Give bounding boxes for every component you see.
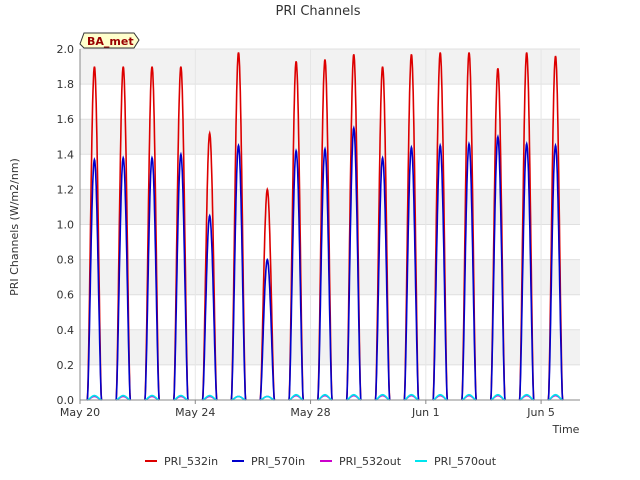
y-tick-label: 1.0 [57, 219, 75, 232]
series-line-pri_570out [87, 393, 563, 401]
x-tick-label: Jun 1 [411, 406, 440, 419]
x-axis-label: Time [552, 423, 580, 436]
site-badge-box [79, 32, 140, 49]
background-band [80, 189, 580, 225]
y-tick-label: 1.6 [57, 113, 75, 126]
y-tick-label: 0.6 [57, 289, 75, 302]
series-lines [86, 52, 564, 401]
y-tick-labels: 0.0 0.2 0.4 0.6 0.8 1.0 1.2 1.4 1.6 1.8 2.0 [57, 43, 75, 407]
axes [79, 49, 580, 404]
x-tick-label: Jun 5 [526, 406, 555, 419]
legend-label: PRI_532out [339, 455, 402, 468]
y-tick-label: 1.8 [57, 78, 75, 91]
y-tick-label: 0.4 [57, 324, 75, 337]
series-line-pri_570in [86, 125, 564, 401]
legend: PRI_532in PRI_570in PRI_532out PRI_570out [145, 455, 497, 468]
legend-label: PRI_570in [251, 455, 305, 468]
background-band [80, 49, 580, 85]
y-tick-label: 2.0 [57, 43, 75, 56]
y-tick-label: 0.2 [57, 359, 75, 372]
legend-label: PRI_532in [164, 455, 218, 468]
y-tick-label: 0.0 [57, 394, 75, 407]
x-tick-label: May 20 [60, 406, 100, 419]
x-tick-label: May 28 [290, 406, 330, 419]
legend-item-pri_532out: PRI_532out [320, 455, 402, 468]
site-badge-label: BA_met [87, 35, 134, 48]
y-tick-label: 1.2 [57, 183, 75, 196]
legend-label: PRI_570out [434, 455, 497, 468]
series-line-pri_532in [86, 52, 564, 401]
chart-title: PRI Channels [276, 4, 361, 19]
y-tick-label: 1.4 [57, 148, 75, 161]
y-tick-label: 0.8 [57, 254, 75, 267]
legend-item-pri_570in: PRI_570in [232, 455, 305, 468]
y-axis-label: PRI Channels (W/m2/nm) [8, 158, 21, 296]
legend-item-pri_570out: PRI_570out [415, 455, 497, 468]
x-tick-labels: May 20 May 24 May 28 Jun 1 Jun 5 [60, 406, 555, 419]
x-tick-label: May 24 [175, 406, 215, 419]
site-badge: BA_met [79, 32, 140, 49]
legend-item-pri_532in: PRI_532in [145, 455, 218, 468]
